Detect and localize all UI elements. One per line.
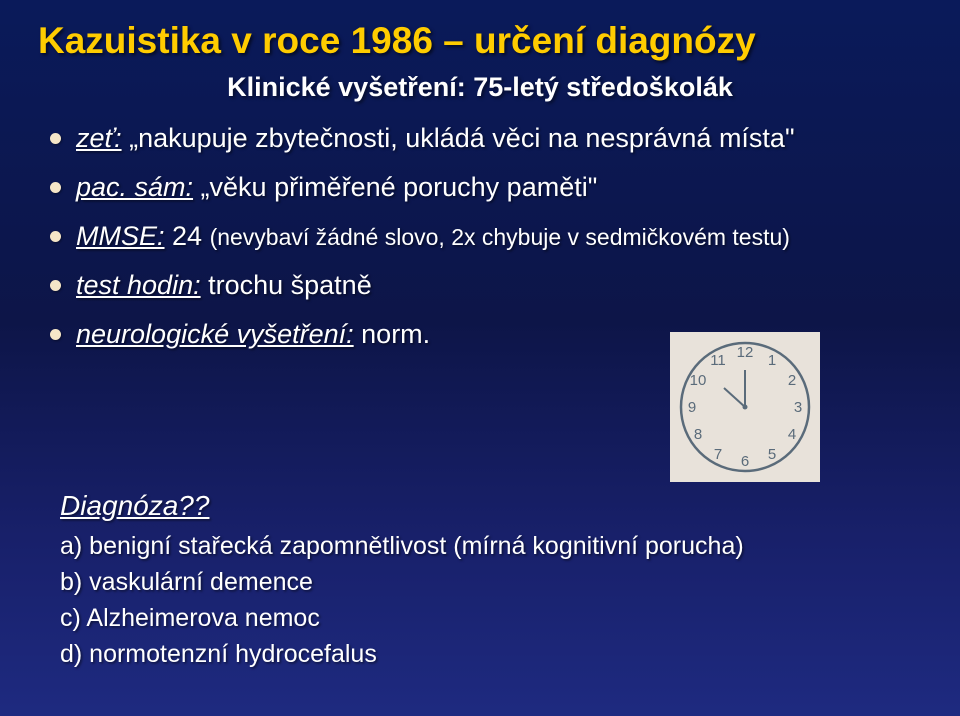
item-text: „nakupuje zbytečnosti, ukládá věci na ne… — [122, 123, 795, 153]
clock-num: 12 — [737, 344, 754, 361]
diagnosis-option: a) benigní stařecká zapomnětlivost (mírn… — [60, 532, 890, 561]
list-item: test hodin: trochu špatně — [44, 268, 922, 303]
clock-num: 2 — [788, 372, 796, 389]
clock-num: 1 — [768, 352, 776, 369]
clock-num: 11 — [710, 352, 726, 369]
clock-svg: 12 1 2 3 4 5 6 7 8 9 10 11 — [670, 332, 820, 482]
clock-drawing: 12 1 2 3 4 5 6 7 8 9 10 11 — [670, 332, 820, 482]
item-small: (nevybaví žádné slovo, 2x chybuje v sedm… — [210, 224, 790, 250]
slide-subtitle: Klinické vyšetření: 75-letý středoškolák — [38, 72, 922, 103]
clock-num: 3 — [794, 399, 802, 416]
clock-num: 8 — [694, 426, 702, 443]
item-label: MMSE: — [76, 221, 165, 251]
diagnosis-question: Diagnóza?? — [60, 490, 890, 522]
list-item: MMSE: 24 (nevybaví žádné slovo, 2x chybu… — [44, 219, 922, 254]
clock-num: 5 — [768, 446, 776, 463]
item-label: test hodin: — [76, 270, 201, 300]
diagnosis-option: c) Alzheimerova nemoc — [60, 604, 890, 633]
diagnosis-option: d) normotenzní hydrocefalus — [60, 640, 890, 669]
clock-num: 10 — [690, 372, 707, 389]
item-text: „věku přiměřené poruchy paměti" — [193, 172, 597, 202]
bullet-list: zeť: „nakupuje zbytečnosti, ukládá věci … — [38, 121, 922, 352]
list-item: zeť: „nakupuje zbytečnosti, ukládá věci … — [44, 121, 922, 156]
item-label: zeť: — [76, 123, 122, 153]
list-item: pac. sám: „věku přiměřené poruchy paměti… — [44, 170, 922, 205]
clock-num: 7 — [714, 446, 722, 463]
item-label: neurologické vyšetření: — [76, 319, 354, 349]
item-label: pac. sám: — [76, 172, 193, 202]
clock-num: 6 — [741, 453, 749, 470]
clock-num: 4 — [788, 426, 796, 443]
item-text: 24 — [165, 221, 210, 251]
diagnosis-option: b) vaskulární demence — [60, 568, 890, 597]
item-text: norm. — [354, 319, 431, 349]
clock-num: 9 — [688, 399, 696, 416]
slide-title: Kazuistika v roce 1986 – určení diagnózy — [38, 20, 922, 62]
item-text: trochu špatně — [201, 270, 372, 300]
diagnosis-box: Diagnóza?? a) benigní stařecká zapomnětl… — [60, 490, 890, 676]
